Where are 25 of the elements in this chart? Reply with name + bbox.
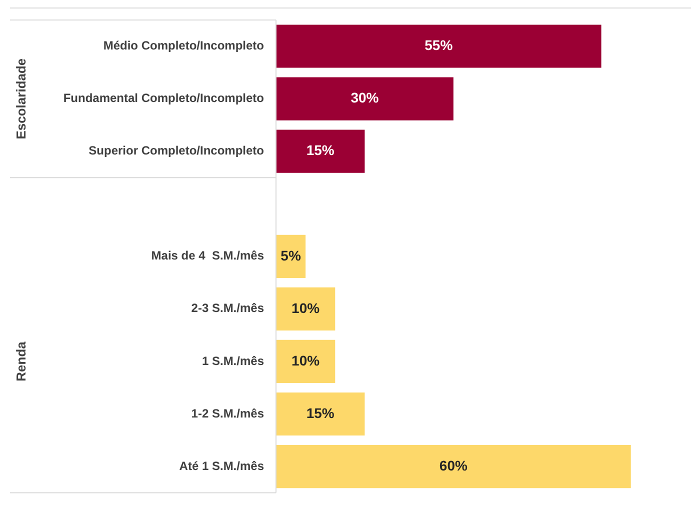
bar xyxy=(276,392,365,436)
bar xyxy=(276,287,336,330)
y-tick-label: Mais de 4 S.M./mês xyxy=(151,248,264,263)
data-label: 15% xyxy=(306,404,335,421)
y-tick-label: 1-2 S.M./mês xyxy=(191,406,264,420)
data-label: 30% xyxy=(350,90,380,106)
y-tick-label: Médio Completo/Incompleto xyxy=(103,38,264,53)
data-label: 60% xyxy=(439,457,468,474)
bar xyxy=(276,444,631,488)
y-tick-label: 1 S.M./mês xyxy=(202,354,264,368)
data-label: 10% xyxy=(292,300,320,316)
y-tick-label: Até 1 S.M./mês xyxy=(179,458,264,473)
bar xyxy=(276,340,336,384)
bar xyxy=(276,77,454,120)
y-tick-label: Fundamental Completo/Incompleto xyxy=(63,91,264,106)
data-label: 15% xyxy=(306,142,335,158)
text: Escolaridade xyxy=(14,58,29,140)
data-label: 5% xyxy=(280,247,302,264)
data-label: 55% xyxy=(424,37,454,54)
text: Renda xyxy=(14,340,29,382)
bar xyxy=(276,130,365,173)
y-tick-label: 2-3 S.M./mês xyxy=(191,301,264,316)
bar xyxy=(276,24,602,68)
y-tick-label: Superior Completo/Incompleto xyxy=(88,144,264,158)
data-label: 10% xyxy=(292,352,320,368)
